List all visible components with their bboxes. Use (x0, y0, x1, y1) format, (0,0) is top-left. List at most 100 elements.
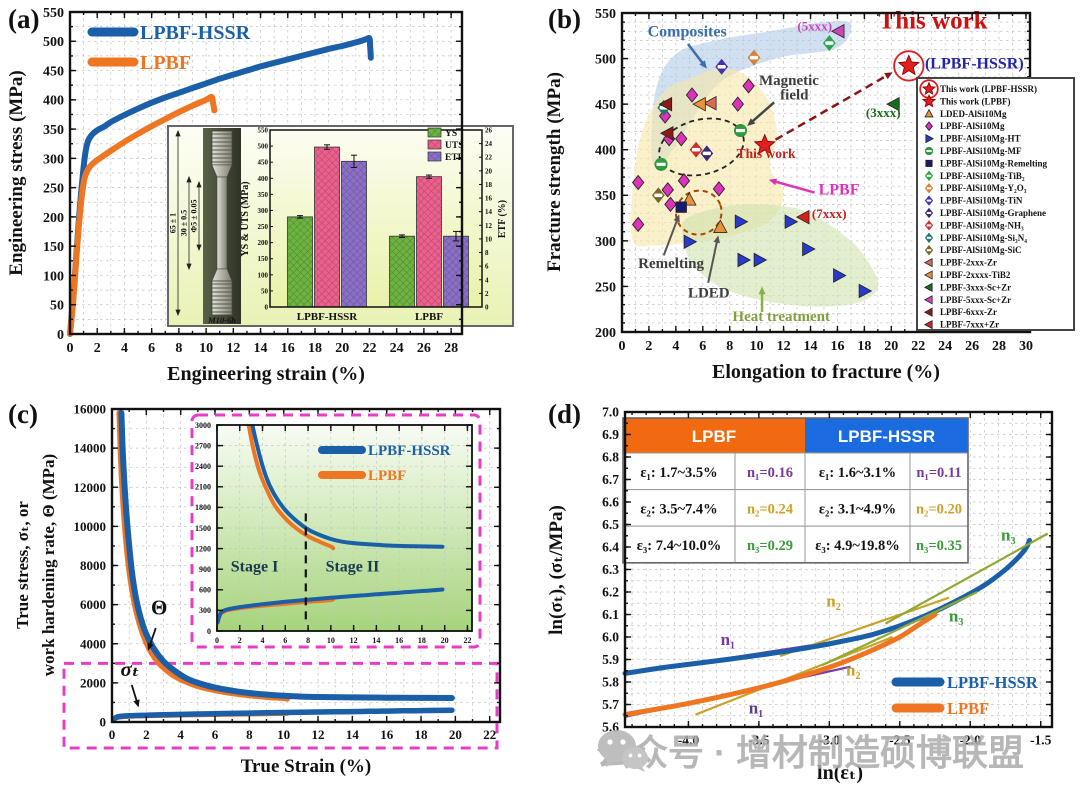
svg-text:8: 8 (485, 249, 489, 257)
svg-text:5.8: 5.8 (602, 675, 619, 690)
svg-text:LPBF-AlSi10Mg-SiC: LPBF-AlSi10Mg-SiC (940, 245, 1022, 255)
svg-text:2: 2 (94, 341, 101, 356)
svg-text:2: 2 (238, 636, 242, 645)
svg-text:20: 20 (441, 636, 449, 645)
svg-text:300: 300 (43, 152, 64, 167)
wechat-icon (598, 730, 648, 772)
svg-text:2000: 2000 (80, 675, 106, 690)
svg-text:1200: 1200 (195, 544, 211, 553)
svg-text:True stress, σₜ, or: True stress, σₜ, or (13, 501, 32, 629)
svg-text:6.5: 6.5 (602, 517, 619, 532)
svg-text:5.7: 5.7 (602, 697, 619, 712)
svg-text:6.4: 6.4 (602, 540, 619, 555)
svg-text:ε₂: 3.1~4.9%: ε₂: 3.1~4.9% (819, 501, 896, 517)
svg-text:0: 0 (57, 328, 64, 343)
group-ellipses (658, 117, 745, 236)
svg-text:24: 24 (938, 339, 952, 354)
svg-text:7.0: 7.0 (602, 405, 619, 420)
svg-text:100: 100 (258, 271, 269, 279)
svg-text:14: 14 (372, 636, 380, 645)
watermark-text: 公众号 · 增材制造硕博联盟 (596, 732, 1024, 773)
svg-text:6.2: 6.2 (602, 585, 619, 600)
svg-text:LPBF: LPBF (415, 311, 443, 323)
svg-text:50: 50 (261, 287, 269, 295)
svg-text:ε₃: 4.9~19.8%: ε₃: 4.9~19.8% (815, 538, 900, 554)
svg-text:True Strain (%): True Strain (%) (241, 756, 372, 777)
svg-text:10: 10 (485, 235, 493, 243)
svg-text:Φ5 ± 0.05: Φ5 ± 0.05 (190, 199, 199, 232)
svg-text:LPBF: LPBF (819, 181, 860, 198)
svg-text:26: 26 (965, 339, 979, 354)
svg-text:n₃=0.35: n₃=0.35 (916, 538, 962, 554)
svg-text:18: 18 (485, 181, 493, 189)
bar-YS-LPBF (389, 235, 415, 308)
svg-text:4: 4 (261, 636, 265, 645)
annotation-arrows (662, 43, 893, 312)
svg-text:Stage II: Stage II (326, 558, 380, 575)
svg-text:18: 18 (415, 727, 429, 742)
svg-text:0: 0 (619, 339, 626, 354)
svg-text:450: 450 (595, 98, 616, 113)
svg-text:100: 100 (43, 269, 64, 284)
svg-text:450: 450 (258, 159, 269, 167)
svg-text:6000: 6000 (80, 597, 106, 612)
inset-curve-theta-LPBF-HSSR (250, 425, 445, 549)
svg-text:12: 12 (350, 636, 358, 645)
panel-letter-b: (b) (548, 4, 581, 34)
svg-text:LPBF-AlSi10Mg: LPBF-AlSi10Mg (940, 121, 1005, 131)
svg-text:6.0: 6.0 (602, 630, 619, 645)
svg-text:500: 500 (595, 52, 616, 67)
inset-bar-legend: YS UTS ETF (427, 127, 464, 163)
svg-text:900: 900 (199, 565, 211, 574)
svg-text:350: 350 (258, 191, 269, 199)
svg-text:150: 150 (258, 255, 269, 263)
svg-text:ε₁: 1.7~3.5%: ε₁: 1.7~3.5% (640, 465, 717, 481)
svg-text:n₁=0.11: n₁=0.11 (916, 465, 961, 481)
svg-text:LPBF-AlSi10Mg-Graphene: LPBF-AlSi10Mg-Graphene (940, 208, 1046, 218)
svg-text:200: 200 (258, 239, 269, 247)
svg-text:LPBF-HSSR: LPBF-HSSR (140, 22, 251, 44)
svg-text:LPBF-5xxx-Sc+Zr: LPBF-5xxx-Sc+Zr (940, 295, 1011, 305)
svg-text:6: 6 (212, 727, 219, 742)
axis-ticks (216, 424, 472, 632)
inset-curve-sigma-LPBF-HSSR (217, 587, 445, 625)
svg-text:300: 300 (258, 207, 269, 215)
svg-text:work hardening rate, Θ (MPa): work hardening rate, Θ (MPa) (39, 454, 58, 676)
svg-text:20: 20 (449, 727, 462, 742)
svg-text:400: 400 (595, 144, 616, 159)
svg-text:n₁: n₁ (749, 699, 764, 718)
gridlines (625, 412, 1052, 727)
svg-text:14: 14 (804, 339, 818, 354)
svg-text:6: 6 (283, 636, 287, 645)
svg-text:2: 2 (485, 290, 489, 298)
svg-text:2: 2 (143, 727, 150, 742)
svg-text:22: 22 (911, 339, 925, 354)
exponent-table: LPBF LPBF-HSSR ε₁: 1.7~3.5% n₁=0.16 ε₁: 1.6~… (622, 417, 969, 564)
svg-text:-3.0: -3.0 (819, 733, 841, 748)
svg-text:Remelting: Remelting (638, 256, 704, 272)
panel-letter-d: (d) (548, 399, 581, 429)
svg-text:6.8: 6.8 (602, 450, 619, 465)
svg-text:4: 4 (177, 727, 184, 742)
svg-text:n₂=0.24: n₂=0.24 (747, 501, 793, 517)
svg-text:24: 24 (390, 341, 404, 356)
svg-text:n₁=0.16: n₁=0.16 (747, 465, 793, 481)
svg-text:10: 10 (277, 727, 290, 742)
svg-text:Engineering strain (%): Engineering strain (%) (167, 363, 365, 385)
panel-a-chart: LPBF-HSSR LPBF 65 ± 1 30 ± 0.5 Φ5 ± 0.05 M10-… (6, 6, 514, 385)
svg-text:Elongation to fracture (%): Elongation to fracture (%) (712, 361, 940, 383)
svg-text:400: 400 (258, 175, 269, 183)
svg-text:200: 200 (43, 211, 64, 226)
svg-text:0: 0 (265, 304, 269, 312)
svg-text:ε₂: 3.5~7.4%: ε₂: 3.5~7.4% (640, 501, 717, 517)
svg-text:26: 26 (485, 127, 493, 135)
svg-text:LPBF-2xxx-Zr: LPBF-2xxx-Zr (940, 258, 997, 268)
svg-text:10: 10 (750, 339, 764, 354)
svg-text:LPBF-7xxx+Zr: LPBF-7xxx+Zr (940, 320, 999, 330)
svg-text:Stage I: Stage I (231, 558, 279, 575)
svg-text:10: 10 (199, 341, 213, 356)
svg-text:20: 20 (485, 167, 493, 175)
svg-text:n₃=0.29: n₃=0.29 (747, 538, 793, 554)
